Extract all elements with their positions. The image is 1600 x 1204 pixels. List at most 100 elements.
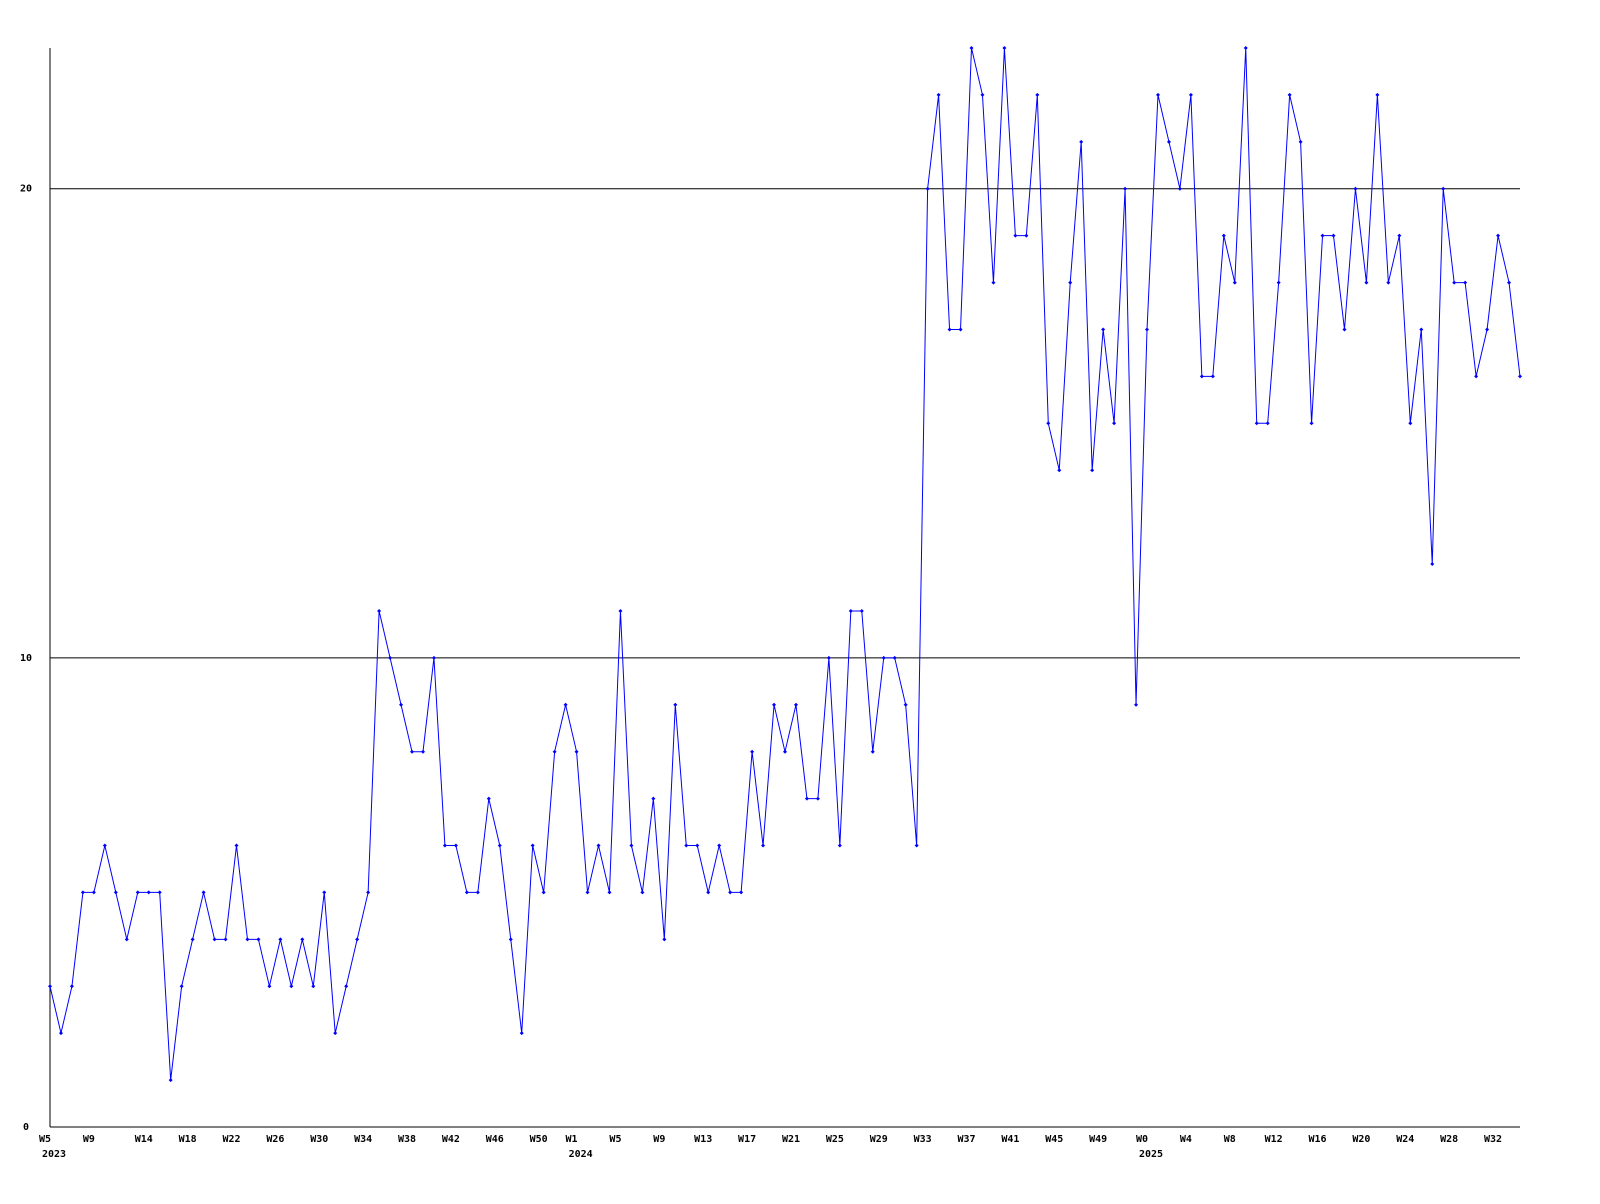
data-point: [936, 92, 941, 97]
data-point: [1441, 186, 1446, 191]
x-tick-label: W25: [826, 1134, 844, 1145]
data-point: [102, 843, 107, 848]
x-tick-label: W24: [1396, 1134, 1414, 1145]
data-point: [991, 280, 996, 285]
data-point: [662, 937, 667, 942]
data-point: [574, 749, 579, 754]
data-point: [1024, 233, 1029, 238]
data-point: [1452, 280, 1457, 285]
x-tick-label: W26: [266, 1134, 284, 1145]
data-point: [761, 843, 766, 848]
data-point: [1112, 421, 1117, 426]
data-point: [1155, 92, 1160, 97]
x-tick-label: W34: [354, 1134, 372, 1145]
x-year-label: 2024: [569, 1149, 593, 1160]
x-tick-label: W16: [1309, 1134, 1327, 1145]
data-point: [684, 843, 689, 848]
data-point: [1177, 186, 1182, 191]
data-point: [201, 890, 206, 895]
x-tick-label: W46: [486, 1134, 504, 1145]
x-tick-label: W50: [530, 1134, 548, 1145]
data-point: [256, 937, 261, 942]
data-point: [859, 608, 864, 613]
data-point: [124, 937, 129, 942]
data-point: [958, 327, 963, 332]
x-tick-label: W4: [1180, 1134, 1192, 1145]
data-point: [1254, 421, 1259, 426]
data-point: [1518, 374, 1522, 379]
data-point: [1221, 233, 1226, 238]
x-tick-label: W41: [1001, 1134, 1019, 1145]
data-point: [837, 843, 842, 848]
x-tick-label: W21: [782, 1134, 800, 1145]
data-point: [91, 890, 96, 895]
data-point: [453, 843, 458, 848]
x-tick-label: W38: [398, 1134, 416, 1145]
x-tick-label: W8: [1224, 1134, 1236, 1145]
data-point: [1386, 280, 1391, 285]
data-point: [629, 843, 634, 848]
data-point: [651, 796, 656, 801]
x-tick-label: W28: [1440, 1134, 1458, 1145]
data-point: [892, 655, 897, 660]
data-point: [442, 843, 447, 848]
x-tick-label: W49: [1089, 1134, 1107, 1145]
data-point: [1287, 92, 1292, 97]
data-point: [289, 984, 294, 989]
x-tick-label: W45: [1045, 1134, 1063, 1145]
data-point: [870, 749, 875, 754]
data-point: [618, 608, 623, 613]
data-point: [157, 890, 162, 895]
data-point: [1232, 280, 1237, 285]
data-point: [300, 937, 305, 942]
data-point: [772, 702, 777, 707]
x-tick-label: W18: [179, 1134, 197, 1145]
data-point: [925, 186, 930, 191]
data-point: [333, 1031, 338, 1036]
x-tick-label: W30: [310, 1134, 328, 1145]
data-point: [146, 890, 151, 895]
data-point: [1101, 327, 1106, 332]
data-point: [695, 843, 700, 848]
data-point: [1430, 562, 1435, 567]
data-point: [245, 937, 250, 942]
x-tick-label: W1: [566, 1134, 578, 1145]
data-point: [278, 937, 283, 942]
data-point: [1035, 92, 1040, 97]
data-point: [1397, 233, 1402, 238]
data-point: [793, 702, 798, 707]
data-point: [706, 890, 711, 895]
data-point: [1309, 421, 1314, 426]
data-point: [1463, 280, 1468, 285]
data-point: [464, 890, 469, 895]
data-point: [541, 890, 546, 895]
data-point: [947, 327, 952, 332]
data-point: [1090, 468, 1095, 473]
data-point: [420, 749, 425, 754]
data-point: [585, 890, 590, 895]
x-year-label: 2023: [42, 1149, 66, 1160]
x-tick-label: W37: [957, 1134, 975, 1145]
data-point: [1057, 468, 1062, 473]
data-point: [969, 46, 974, 50]
data-point: [234, 843, 239, 848]
data-point: [267, 984, 272, 989]
data-point: [388, 655, 393, 660]
x-tick-label: W5: [39, 1134, 51, 1145]
data-point: [1298, 139, 1303, 144]
data-point: [1419, 327, 1424, 332]
data-point: [344, 984, 349, 989]
data-point: [355, 937, 360, 942]
data-point: [1123, 186, 1128, 191]
data-point: [311, 984, 316, 989]
data-point: [1353, 186, 1358, 191]
data-point: [739, 890, 744, 895]
data-point: [69, 984, 74, 989]
x-tick-label: W33: [914, 1134, 932, 1145]
x-tick-label: W32: [1484, 1134, 1502, 1145]
x-tick-label: W20: [1352, 1134, 1370, 1145]
x-tick-label: W14: [135, 1134, 153, 1145]
data-point: [881, 655, 886, 660]
data-point: [223, 937, 228, 942]
